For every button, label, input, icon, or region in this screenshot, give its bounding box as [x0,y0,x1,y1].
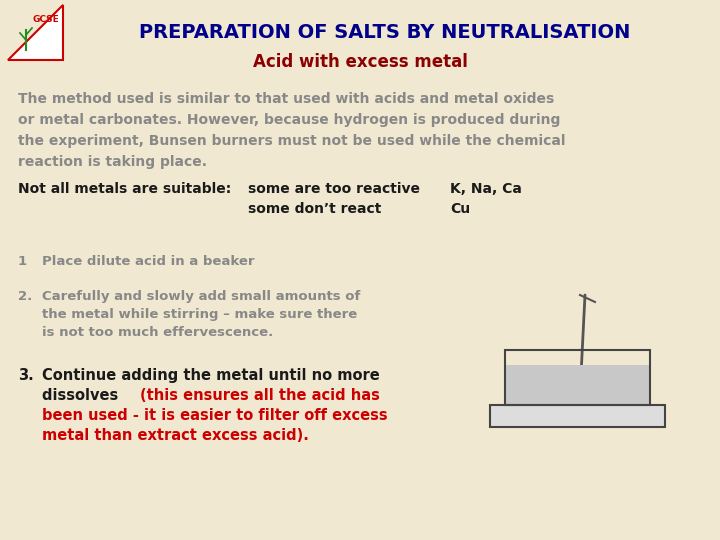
Text: (this ensures all the acid has: (this ensures all the acid has [140,388,380,403]
Text: 1: 1 [18,255,27,268]
Bar [490,405,665,427]
Text: reaction is taking place.: reaction is taking place. [18,155,207,169]
Bar [505,350,650,405]
Text: been used - it is easier to filter off excess: been used - it is easier to filter off e… [42,408,387,423]
Text: some are too reactive: some are too reactive [248,182,420,196]
Text: metal than extract excess acid).: metal than extract excess acid). [42,428,309,443]
Text: The method used is similar to that used with acids and metal oxides: The method used is similar to that used … [18,92,554,106]
Text: the metal while stirring – make sure there: the metal while stirring – make sure the… [42,308,357,321]
Text: dissolves: dissolves [42,388,123,403]
Text: Not all metals are suitable:: Not all metals are suitable: [18,182,231,196]
Text: 2.: 2. [18,290,32,303]
Text: Cu: Cu [450,202,470,216]
Text: K, Na, Ca: K, Na, Ca [450,182,522,196]
Text: GCSE: GCSE [32,15,59,24]
Text: Place dilute acid in a beaker: Place dilute acid in a beaker [42,255,254,268]
Text: is not too much effervescence.: is not too much effervescence. [42,326,274,339]
Text: Acid with excess metal: Acid with excess metal [253,53,467,71]
Text: Carefully and slowly add small amounts of: Carefully and slowly add small amounts o… [42,290,361,303]
Text: 3.: 3. [18,368,34,383]
Bar [505,365,650,405]
Text: some don’t react: some don’t react [248,202,382,216]
Text: or metal carbonates. However, because hydrogen is produced during: or metal carbonates. However, because hy… [18,113,560,127]
Text: the experiment, Bunsen burners must not be used while the chemical: the experiment, Bunsen burners must not … [18,134,565,148]
Text: Continue adding the metal until no more: Continue adding the metal until no more [42,368,379,383]
Polygon shape [8,5,63,60]
Text: PREPARATION OF SALTS BY NEUTRALISATION: PREPARATION OF SALTS BY NEUTRALISATION [139,23,631,42]
